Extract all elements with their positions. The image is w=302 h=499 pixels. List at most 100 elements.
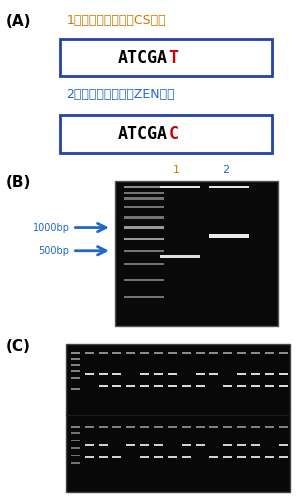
Bar	[237, 373, 246, 375]
Bar	[237, 352, 246, 354]
Bar	[279, 456, 288, 458]
Bar	[71, 447, 80, 449]
Bar	[124, 227, 165, 229]
Text: 1: 1	[173, 165, 180, 175]
Bar	[124, 238, 165, 240]
Bar	[85, 444, 94, 446]
Bar	[182, 444, 191, 446]
Bar	[71, 440, 80, 441]
Bar	[71, 352, 80, 354]
Bar	[85, 426, 94, 428]
Bar	[99, 373, 108, 375]
Bar	[154, 352, 163, 354]
Bar	[85, 456, 94, 458]
Bar	[223, 385, 232, 387]
Bar	[265, 373, 274, 375]
Bar	[99, 385, 108, 387]
Bar	[66, 344, 290, 493]
Bar	[71, 455, 80, 456]
Bar	[251, 444, 260, 446]
Bar	[210, 352, 218, 354]
Bar	[140, 426, 149, 428]
Bar	[223, 456, 232, 458]
Bar	[99, 444, 108, 446]
Bar	[85, 352, 94, 354]
Bar	[154, 444, 163, 446]
Bar	[265, 426, 274, 428]
Bar	[265, 352, 274, 354]
Bar	[160, 254, 201, 258]
Bar	[168, 456, 177, 458]
Text: 500bp: 500bp	[38, 246, 69, 256]
Bar	[124, 198, 165, 200]
Bar	[265, 385, 274, 387]
Text: ATCGA: ATCGA	[117, 125, 168, 143]
Bar	[168, 373, 177, 375]
Bar	[112, 373, 121, 375]
Bar	[182, 385, 191, 387]
Bar	[99, 456, 108, 458]
Bar	[154, 426, 163, 428]
Bar	[124, 217, 165, 219]
Bar	[71, 370, 80, 372]
Bar	[251, 456, 260, 458]
Text: T: T	[169, 49, 178, 67]
Bar	[251, 426, 260, 428]
Bar	[210, 456, 218, 458]
Bar	[85, 373, 94, 375]
Bar	[71, 388, 80, 390]
Bar	[279, 426, 288, 428]
Bar	[182, 426, 191, 428]
Bar	[279, 352, 288, 354]
Bar	[71, 358, 80, 360]
Bar	[112, 426, 121, 428]
Bar	[237, 426, 246, 428]
Bar	[208, 235, 249, 238]
Bar	[60, 39, 272, 76]
Bar	[154, 373, 163, 375]
Bar	[168, 352, 177, 354]
Text: 2: 2	[222, 165, 229, 175]
Bar	[60, 115, 272, 153]
Bar	[210, 426, 218, 428]
Bar	[124, 250, 165, 252]
Bar	[265, 456, 274, 458]
Bar	[124, 192, 165, 194]
Text: (A): (A)	[6, 13, 31, 28]
Bar	[115, 181, 278, 326]
Bar	[126, 444, 135, 446]
Bar	[160, 186, 201, 188]
Bar	[71, 433, 80, 434]
Bar	[140, 373, 149, 375]
Bar	[112, 456, 121, 458]
Bar	[124, 186, 165, 188]
Bar	[196, 426, 204, 428]
Bar	[210, 373, 218, 375]
Bar	[99, 352, 108, 354]
Text: (C): (C)	[6, 339, 31, 354]
Text: 1000bp: 1000bp	[32, 223, 69, 233]
Bar	[279, 444, 288, 446]
Text: (B): (B)	[6, 175, 31, 190]
Bar	[223, 444, 232, 446]
Bar	[279, 373, 288, 375]
Bar	[168, 385, 177, 387]
Bar	[168, 426, 177, 428]
Bar	[182, 352, 191, 354]
Bar	[251, 373, 260, 375]
Text: C: C	[169, 125, 178, 143]
Bar	[237, 456, 246, 458]
Bar	[251, 385, 260, 387]
Bar	[126, 426, 135, 428]
Bar	[196, 373, 204, 375]
Bar	[71, 364, 80, 366]
Bar	[124, 278, 165, 281]
Bar	[126, 385, 135, 387]
Bar	[279, 385, 288, 387]
Bar	[71, 377, 80, 379]
Bar	[196, 352, 204, 354]
Text: 1．種子休眠性弱（CS）型: 1．種子休眠性弱（CS）型	[66, 13, 166, 26]
Bar	[140, 352, 149, 354]
Bar	[71, 462, 80, 464]
Bar	[112, 352, 121, 354]
